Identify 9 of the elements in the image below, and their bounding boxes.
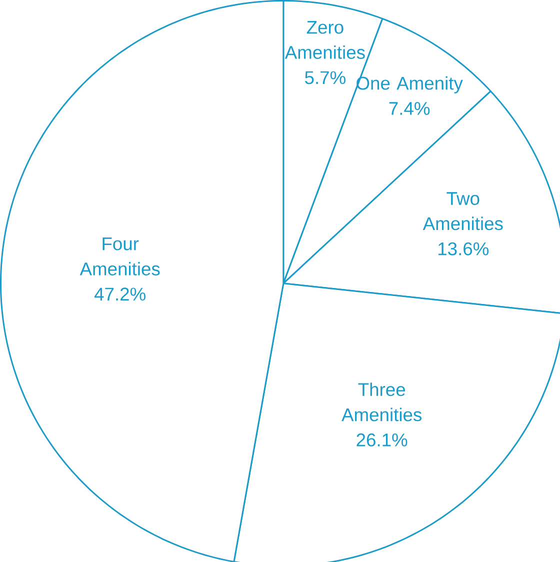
data-label: 7.4% — [389, 102, 430, 115]
data-label: 5.7% — [305, 71, 346, 84]
data-label: 13.6% — [438, 242, 489, 256]
slice-label: Four Amenities — [80, 237, 160, 276]
slice-label: Zero Amenities — [284, 20, 365, 59]
data-label: 47.2% — [94, 288, 146, 301]
slice-label: Two Amenities — [422, 192, 503, 230]
data-label: 26.1% — [356, 433, 408, 446]
slice-label: Three Amenities — [342, 382, 422, 422]
